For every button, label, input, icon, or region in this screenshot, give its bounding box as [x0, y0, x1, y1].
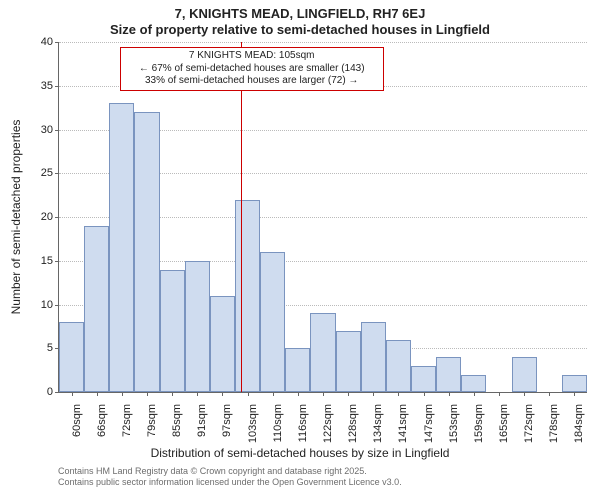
y-axis-label: Number of semi-detached properties [9, 120, 23, 315]
x-tick [197, 392, 198, 396]
chart-title-line2: Size of property relative to semi-detach… [0, 22, 600, 37]
attribution-line2: Contains public sector information licen… [58, 477, 402, 488]
histogram-bar [59, 322, 84, 392]
y-tick [55, 392, 59, 393]
histogram-bar [285, 348, 310, 392]
annotation-line1: 7 KNIGHTS MEAD: 105sqm [127, 50, 377, 63]
x-tick [172, 392, 173, 396]
x-tick-label: 110sqm [272, 404, 284, 442]
y-tick [55, 261, 59, 262]
x-tick-label: 60sqm [71, 404, 83, 437]
x-tick-label: 122sqm [322, 404, 334, 443]
x-tick-label: 153sqm [448, 404, 460, 443]
histogram-plot: 051015202530354060sqm66sqm72sqm79sqm85sq… [58, 42, 587, 393]
x-tick [549, 392, 550, 396]
gridline [59, 42, 587, 43]
x-tick-label: 159sqm [473, 404, 485, 443]
histogram-bar [160, 270, 185, 393]
x-tick-label: 85sqm [171, 404, 183, 437]
x-axis-label: Distribution of semi-detached houses by … [0, 446, 600, 460]
y-tick-label: 10 [41, 299, 53, 311]
x-tick [97, 392, 98, 396]
histogram-bar [310, 313, 335, 392]
x-tick [72, 392, 73, 396]
histogram-bar [562, 375, 587, 393]
histogram-bar [185, 261, 210, 392]
histogram-bar [109, 103, 134, 392]
histogram-bar [134, 112, 159, 392]
y-tick [55, 42, 59, 43]
x-tick [273, 392, 274, 396]
y-tick [55, 217, 59, 218]
x-tick [574, 392, 575, 396]
x-tick [348, 392, 349, 396]
x-tick-label: 128sqm [347, 404, 359, 443]
x-tick [474, 392, 475, 396]
x-tick [222, 392, 223, 396]
y-tick-label: 15 [41, 255, 53, 267]
histogram-bar [235, 200, 260, 393]
y-tick-label: 30 [41, 124, 53, 136]
x-tick-label: 79sqm [146, 404, 158, 437]
annotation-line2: ← 67% of semi-detached houses are smalle… [127, 63, 377, 76]
x-tick-label: 66sqm [96, 404, 108, 437]
y-tick [55, 305, 59, 306]
marker-line [241, 42, 242, 392]
y-tick-label: 0 [47, 386, 53, 398]
attribution-text: Contains HM Land Registry data © Crown c… [58, 466, 402, 489]
x-tick-label: 172sqm [523, 404, 535, 443]
x-tick-label: 103sqm [247, 404, 259, 443]
x-tick-label: 147sqm [423, 404, 435, 443]
y-tick-label: 35 [41, 80, 53, 92]
annotation-line3: 33% of semi-detached houses are larger (… [127, 75, 377, 88]
attribution-line1: Contains HM Land Registry data © Crown c… [58, 466, 402, 477]
x-tick [524, 392, 525, 396]
x-tick [323, 392, 324, 396]
y-tick [55, 173, 59, 174]
x-tick [298, 392, 299, 396]
x-tick [248, 392, 249, 396]
x-tick-label: 178sqm [548, 404, 560, 443]
x-tick [122, 392, 123, 396]
x-tick [373, 392, 374, 396]
x-tick [449, 392, 450, 396]
x-tick-label: 72sqm [121, 404, 133, 437]
histogram-bar [411, 366, 436, 392]
histogram-bar [260, 252, 285, 392]
x-tick-label: 141sqm [397, 404, 409, 443]
y-tick-label: 25 [41, 167, 53, 179]
x-tick-label: 184sqm [573, 404, 585, 443]
histogram-bar [461, 375, 486, 393]
y-tick [55, 130, 59, 131]
x-tick [398, 392, 399, 396]
x-tick-label: 97sqm [221, 404, 233, 437]
histogram-bar [436, 357, 461, 392]
histogram-bar [512, 357, 537, 392]
y-tick-label: 20 [41, 211, 53, 223]
x-tick-label: 165sqm [498, 404, 510, 443]
histogram-bar [386, 340, 411, 393]
x-tick-label: 91sqm [196, 404, 208, 437]
x-tick [147, 392, 148, 396]
histogram-bar [336, 331, 361, 392]
x-tick [424, 392, 425, 396]
x-tick-label: 134sqm [372, 404, 384, 443]
annotation-box: 7 KNIGHTS MEAD: 105sqm← 67% of semi-deta… [120, 47, 384, 91]
chart-title-line1: 7, KNIGHTS MEAD, LINGFIELD, RH7 6EJ [0, 6, 600, 21]
y-tick-label: 5 [47, 342, 53, 354]
x-tick-label: 116sqm [297, 404, 309, 442]
histogram-bar [361, 322, 386, 392]
y-tick-label: 40 [41, 36, 53, 48]
y-tick [55, 86, 59, 87]
histogram-bar [210, 296, 235, 392]
x-tick [499, 392, 500, 396]
histogram-bar [84, 226, 109, 392]
